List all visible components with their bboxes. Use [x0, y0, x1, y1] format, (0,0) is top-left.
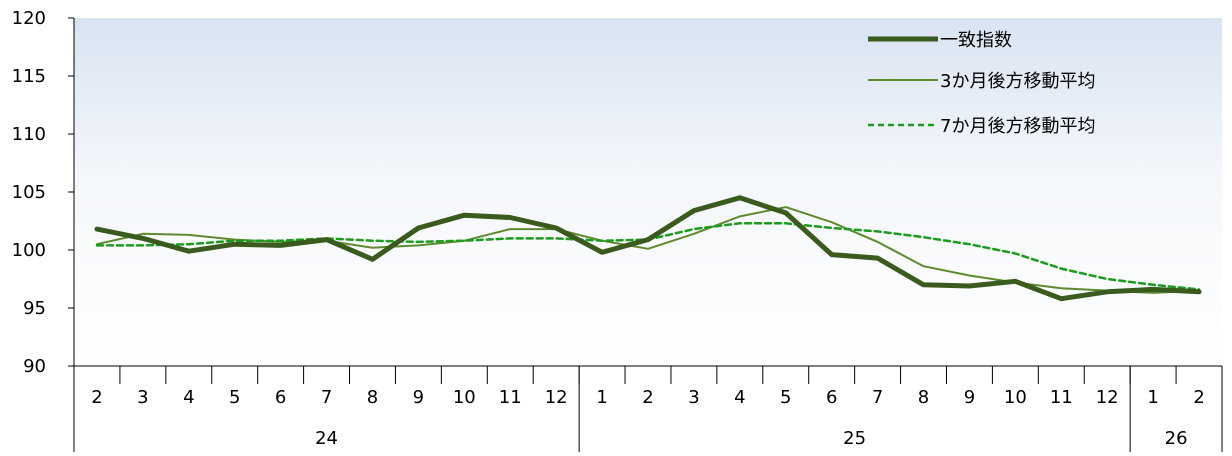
x-tick-label: 12: [1096, 387, 1119, 408]
x-tick-label: 6: [275, 387, 286, 408]
year-label: 26: [1165, 428, 1188, 449]
legend-label-1: 一致指数: [940, 30, 1012, 51]
legend-label-2: 3か月後方移動平均: [940, 71, 1095, 92]
x-tick-label: 2: [642, 387, 653, 408]
x-tick-label: 9: [964, 387, 975, 408]
x-tick-label: 1: [1147, 387, 1158, 408]
x-tick-label: 7: [872, 387, 883, 408]
x-tick-label: 5: [780, 387, 791, 408]
y-tick-label: 100: [12, 240, 46, 261]
x-tick-label: 5: [229, 387, 240, 408]
x-tick-label: 12: [545, 387, 568, 408]
x-tick-label: 1: [596, 387, 607, 408]
x-tick-label: 3: [137, 387, 148, 408]
x-tick-label: 6: [826, 387, 837, 408]
x-tick-label: 9: [413, 387, 424, 408]
year-label: 24: [315, 428, 338, 449]
x-tick-label: 8: [918, 387, 929, 408]
legend-label-3: 7か月後方移動平均: [940, 116, 1095, 137]
year-label: 25: [843, 428, 866, 449]
y-tick-label: 105: [12, 182, 46, 203]
x-tick-label: 4: [183, 387, 194, 408]
x-tick-label: 4: [734, 387, 745, 408]
y-tick-label: 120: [12, 8, 46, 29]
x-tick-label: 3: [688, 387, 699, 408]
x-tick-label: 11: [499, 387, 522, 408]
x-tick-label: 10: [453, 387, 476, 408]
y-tick-label: 115: [12, 66, 46, 87]
x-tick-label: 11: [1050, 387, 1073, 408]
x-tick-label: 2: [91, 387, 102, 408]
y-tick-label: 110: [12, 124, 46, 145]
y-tick-label: 90: [23, 356, 46, 377]
x-tick-label: 8: [367, 387, 378, 408]
x-tick-label: 7: [321, 387, 332, 408]
x-tick-label: 2: [1193, 387, 1204, 408]
y-tick-label: 95: [23, 298, 46, 319]
x-tick-label: 10: [1004, 387, 1027, 408]
